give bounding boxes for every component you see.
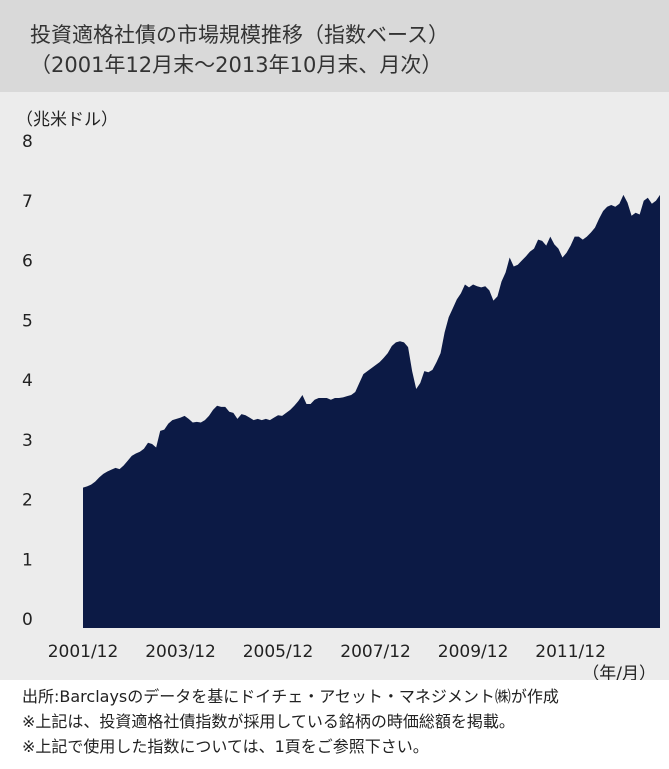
x-tick-label: 2011/12 (535, 642, 606, 662)
chart-title: 投資適格社債の市場規模推移（指数ベース） (30, 23, 449, 47)
x-tick-label: 2001/12 (48, 642, 119, 662)
note: ※上記で使用した指数については、1頁をご参照下さい。 (22, 737, 429, 756)
note: ※上記は、投資適格社債指数が採用している銘柄の時価総額を掲載。 (22, 712, 515, 731)
y-tick-label: 2 (22, 491, 33, 511)
x-tick-label: 2009/12 (438, 642, 509, 662)
y-axis-label: （兆米ドル） (16, 110, 118, 130)
y-tick-label: 8 (22, 132, 33, 152)
x-tick-label: 2007/12 (340, 642, 411, 662)
y-tick-label: 7 (22, 192, 33, 212)
y-tick-label: 0 (22, 610, 33, 630)
chart: （兆米ドル） （年/月） 0 1 2 3 4 5 6 7 8 2001/12 2003/12 2005… (0, 92, 669, 680)
y-tick-label: 6 (22, 252, 33, 272)
y-tick-label: 5 (22, 311, 33, 331)
y-tick-label: 3 (22, 431, 33, 451)
y-tick-label: 1 (22, 550, 33, 570)
notes: 出所:Barclaysのデータを基にドイチェ・アセット・マネジメント㈱が作成 ※上… (0, 680, 669, 759)
x-axis-label: （年/月） (582, 664, 656, 680)
note: 出所:Barclaysのデータを基にドイチェ・アセット・マネジメント㈱が作成 (22, 687, 559, 706)
chart-subtitle: （2001年12月末～2013年10月末、月次） (30, 53, 443, 77)
x-tick-label: 2003/12 (145, 642, 216, 662)
x-tick-label: 2005/12 (243, 642, 314, 662)
area (83, 194, 660, 628)
title-band: 投資適格社債の市場規模推移（指数ベース） （2001年12月末～2013年10月… (0, 0, 669, 92)
y-tick-label: 4 (22, 371, 33, 391)
